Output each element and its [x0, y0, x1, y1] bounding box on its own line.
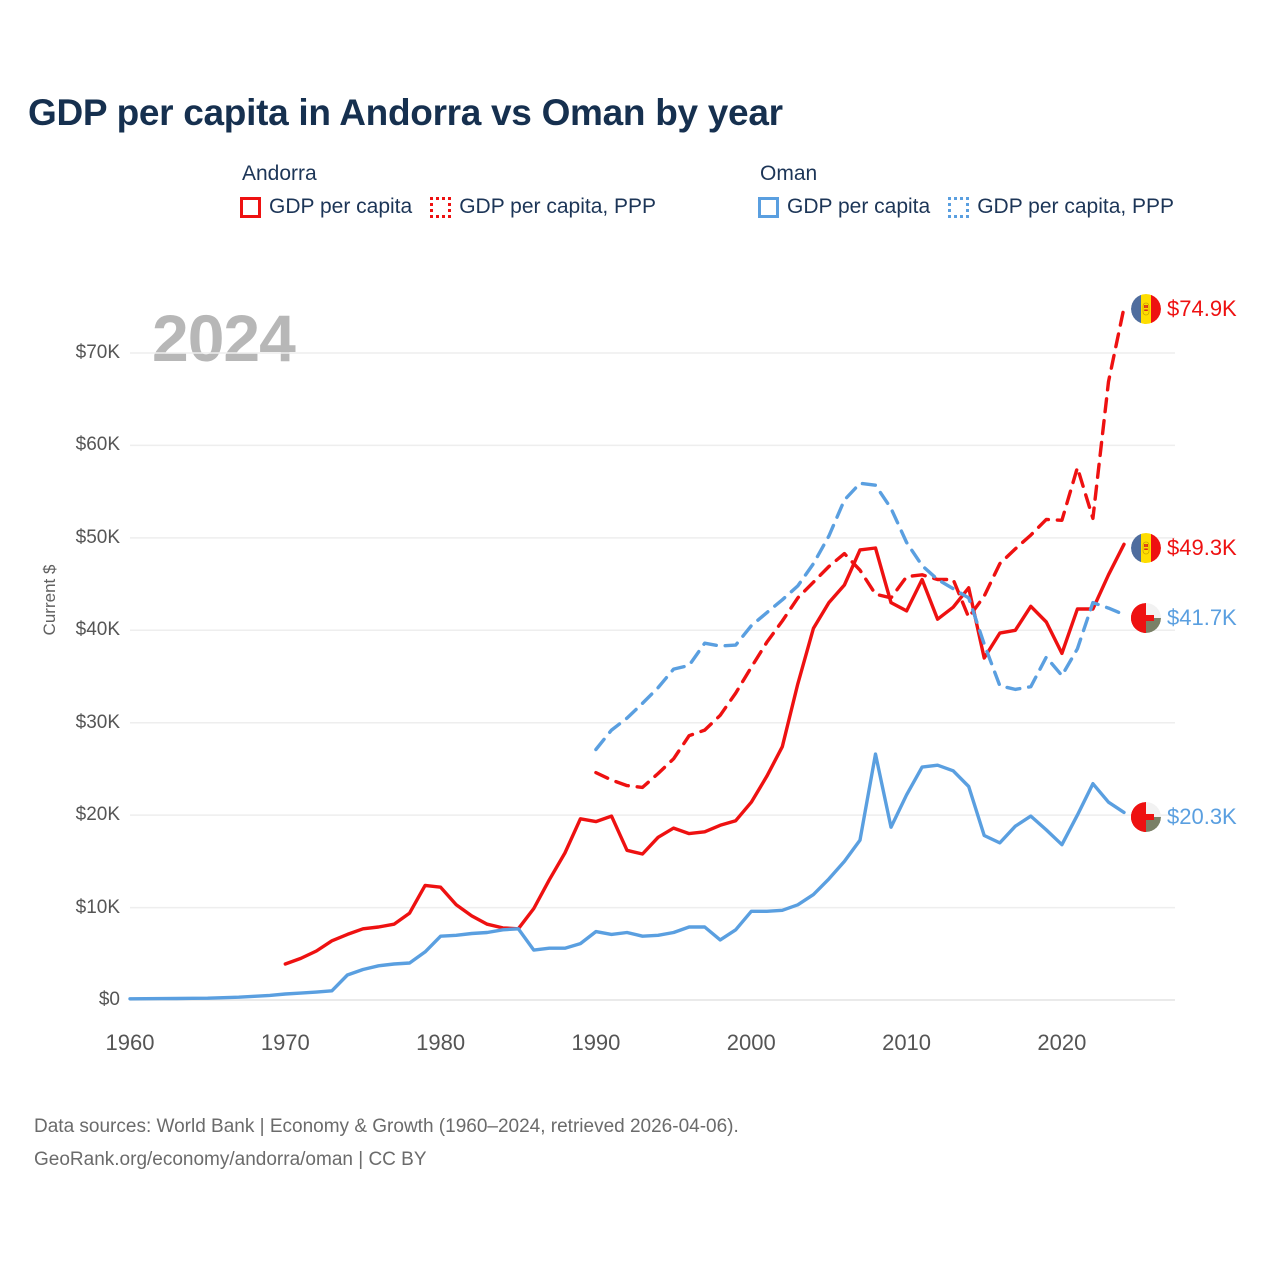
- legend-group-oman: Oman GDP per capita GDP per capita, PPP: [758, 162, 1174, 219]
- x-axis-tick-label: 1970: [260, 1030, 310, 1055]
- x-axis-tick-label: 2000: [726, 1030, 776, 1055]
- legend-swatch-dotted-icon: [948, 196, 970, 218]
- legend-item-label: GDP per capita, PPP: [977, 195, 1175, 218]
- page-title: GDP per capita in Andorra vs Oman by yea…: [28, 92, 783, 133]
- chart-series-lines: [128, 306, 1126, 1001]
- series-end-label: $41.7K: [1131, 603, 1237, 633]
- series-end-value: $49.3K: [1167, 535, 1237, 560]
- series-end-label: $74.9K: [1131, 294, 1237, 324]
- x-axis-tick-label: 1980: [416, 1030, 466, 1055]
- series-line-oman-solid: [128, 752, 1126, 1001]
- legend-group-andorra: Andorra GDP per capita GDP per capita, P…: [240, 162, 656, 219]
- legend-swatch-solid-icon: [240, 196, 261, 218]
- footer-attribution-line: GeoRank.org/economy/andorra/oman | CC BY: [34, 1149, 427, 1171]
- series-line-andorra-dashed: [594, 306, 1126, 790]
- oman-flag-icon: [1131, 603, 1161, 633]
- series-line-andorra-solid: [283, 542, 1126, 966]
- y-axis-tick-label: $30K: [75, 711, 120, 733]
- legend-item-andorra-gdp[interactable]: GDP per capita: [240, 195, 412, 219]
- legend-item-label: GDP per capita: [787, 195, 931, 218]
- legend-item-label: GDP per capita: [269, 195, 413, 218]
- y-axis-tick-label: $50K: [75, 526, 120, 548]
- chart-gridlines: [130, 352, 1175, 1001]
- chart-legend: Andorra GDP per capita GDP per capita, P…: [240, 162, 1260, 242]
- footer-sources-line: Data sources: World Bank | Economy & Gro…: [34, 1116, 739, 1137]
- x-axis-tick-label: 2010: [882, 1030, 932, 1055]
- series-end-label: $49.3K: [1131, 533, 1237, 563]
- x-axis-tick-label: 1990: [571, 1030, 621, 1055]
- series-end-value: $20.3K: [1167, 804, 1237, 829]
- oman-flag-icon: [1131, 802, 1161, 832]
- series-end-value: $41.7K: [1167, 605, 1237, 630]
- andorra-flag-icon: [1131, 533, 1161, 563]
- andorra-flag-icon: [1131, 294, 1161, 324]
- legend-item-oman-gdp-ppp[interactable]: GDP per capita, PPP: [948, 195, 1174, 219]
- y-axis-tick-label: $40K: [75, 619, 120, 641]
- y-axis-ticks: $0 $10K $20K $30K $40K $50K $60K $70K: [20, 0, 120, 1280]
- legend-country-label: Andorra: [242, 162, 317, 185]
- legend-swatch-solid-icon: [758, 196, 779, 218]
- y-axis-tick-label: $60K: [75, 434, 120, 456]
- series-line-oman-dashed: [594, 481, 1126, 752]
- y-axis-tick-label: $0: [98, 989, 120, 1010]
- y-axis-tick-label: $20K: [75, 804, 120, 826]
- chart-footer: Data sources: World Bank | Economy & Gro…: [34, 1110, 739, 1177]
- series-end-value: $74.9K: [1167, 296, 1237, 321]
- legend-swatch-dotted-icon: [430, 196, 452, 218]
- y-axis-tick-label: $10K: [75, 896, 120, 918]
- year-watermark: 2024: [152, 301, 296, 375]
- x-axis-tick-label: 1960: [105, 1030, 155, 1055]
- legend-country-label: Oman: [760, 162, 818, 185]
- y-axis-tick-label: $70K: [75, 342, 120, 363]
- series-end-label: $20.3K: [1131, 802, 1237, 832]
- legend-item-andorra-gdp-ppp[interactable]: GDP per capita, PPP: [430, 195, 656, 219]
- legend-item-label: GDP per capita, PPP: [459, 195, 657, 218]
- legend-item-oman-gdp[interactable]: GDP per capita: [758, 195, 930, 219]
- x-axis-tick-label: 2020: [1037, 1030, 1087, 1055]
